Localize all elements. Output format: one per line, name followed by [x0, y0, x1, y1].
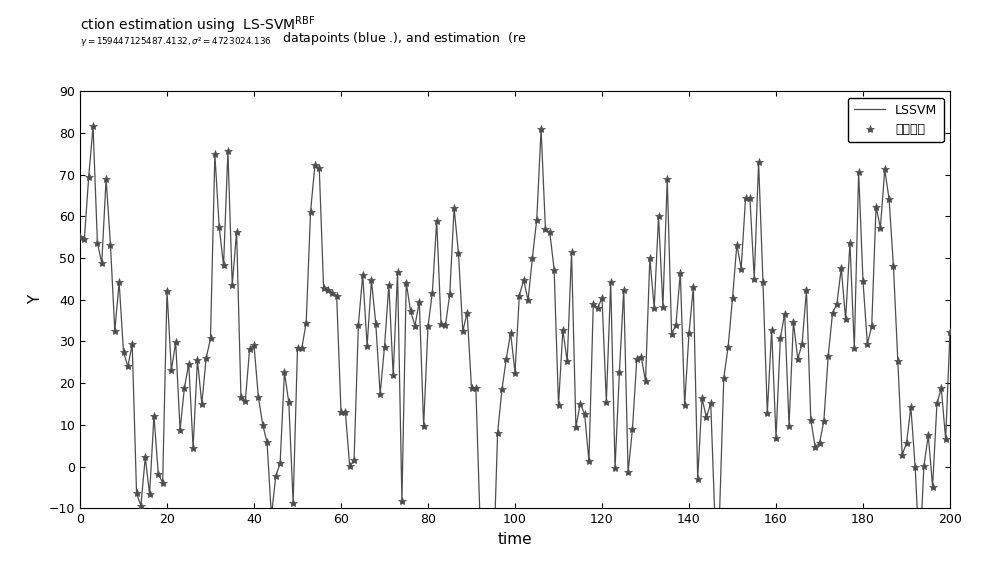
实际输出: [444, 291, 456, 297]
LSSVM: [157, 479, 169, 486]
实际输出: [157, 479, 169, 486]
实际输出: [552, 402, 564, 409]
Line: 实际输出: 实际输出: [76, 122, 954, 571]
实际输出: [487, 569, 499, 571]
LSSVM: [396, 497, 408, 504]
实际输出: [879, 166, 891, 172]
实际输出: [396, 497, 408, 504]
Text: $_{γ=159447125487.4132,σ²=4723024.136}$   datapoints (blue .), and estimation  (: $_{γ=159447125487.4132,σ²=4723024.136}$ …: [80, 31, 527, 50]
实际输出: [87, 123, 99, 130]
X-axis label: time: time: [498, 532, 532, 546]
Text: ction estimation using  LS-SVM$^{\mathrm{RBF}}$: ction estimation using LS-SVM$^{\mathrm{…: [80, 14, 315, 36]
实际输出: [74, 233, 86, 240]
实际输出: [78, 236, 90, 243]
Line: LSSVM: LSSVM: [80, 126, 950, 571]
LSSVM: [552, 402, 564, 409]
LSSVM: [444, 291, 456, 297]
LSSVM: [74, 233, 86, 240]
Y-axis label: Y: Y: [28, 295, 43, 304]
LSSVM: [944, 328, 956, 335]
LSSVM: [487, 569, 499, 571]
LSSVM: [879, 166, 891, 172]
LSSVM: [87, 123, 99, 130]
实际输出: [944, 328, 956, 335]
LSSVM: [78, 236, 90, 243]
Legend: LSSVM, 实际输出: LSSVM, 实际输出: [848, 98, 944, 142]
